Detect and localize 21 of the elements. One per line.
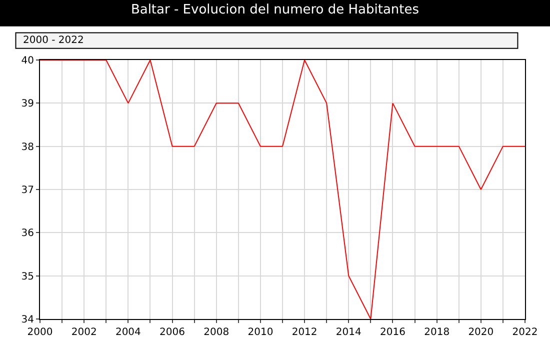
text: 2000 - 2022 — [23, 35, 84, 46]
x-tick-label: 2008 — [204, 327, 230, 338]
y-tick-label: 37 — [21, 185, 34, 196]
x-tick-label: 2010 — [248, 327, 274, 338]
y-tick-label: 40 — [21, 56, 34, 66]
x-tick-label: 2006 — [160, 327, 185, 338]
x-tick-label: 2014 — [336, 327, 362, 338]
x-tick-label: 2000 — [27, 327, 53, 338]
y-tick-label: 36 — [21, 228, 34, 240]
x-tick-label: 2002 — [71, 327, 97, 338]
y-tick-label: 35 — [21, 271, 34, 282]
y-tick-label: 38 — [21, 142, 34, 153]
x-tick-label: 2020 — [468, 327, 494, 338]
chart-title: Baltar - Evolucion del numero de Habitantes — [130, 2, 420, 18]
x-tick-label: 2004 — [115, 327, 141, 338]
x-tick-label: 2012 — [292, 327, 318, 338]
x-tick-label: 2018 — [424, 327, 450, 338]
x-tick-label: 2022 — [512, 327, 538, 338]
y-tick-label: 39 — [21, 98, 34, 110]
x-tick-label: 2016 — [380, 327, 406, 338]
y-tick-label: 34 — [21, 314, 34, 326]
